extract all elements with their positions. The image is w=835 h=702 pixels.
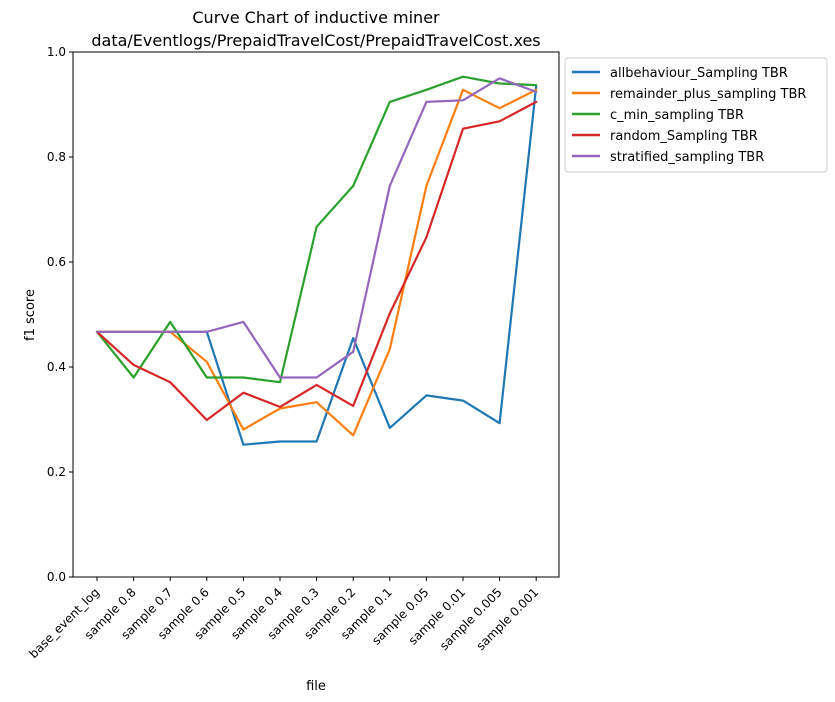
y-axis-ticks: 0.0 0.2 0.4 0.6 0.8 1.0 bbox=[47, 45, 73, 584]
series-line-3 bbox=[95, 100, 538, 422]
y-tick-label: 0.4 bbox=[47, 360, 66, 374]
legend-label: remainder_plus_sampling TBR bbox=[610, 87, 806, 102]
y-tick-label: 1.0 bbox=[47, 45, 66, 59]
legend-label: allbehaviour_Sampling TBR bbox=[610, 66, 788, 81]
y-tick-label: 0.6 bbox=[47, 255, 66, 269]
legend-frame bbox=[564, 57, 828, 173]
legend: allbehaviour_Sampling TBR remainder_plus_… bbox=[564, 57, 828, 173]
series-line-4 bbox=[95, 77, 538, 379]
series-layer bbox=[95, 75, 538, 446]
series-line-2 bbox=[95, 75, 538, 384]
chart-title-line-2: data/Eventlogs/PrepaidTravelCost/Prepaid… bbox=[91, 31, 540, 50]
series-line-1 bbox=[95, 88, 538, 437]
legend-label: stratified_sampling TBR bbox=[610, 150, 764, 165]
legend-label: c_min_sampling TBR bbox=[610, 108, 744, 123]
series-line-0 bbox=[95, 84, 538, 446]
chart-title-line-1: Curve Chart of inductive miner bbox=[192, 8, 440, 27]
y-tick-label: 0.0 bbox=[47, 570, 66, 584]
plot-area bbox=[72, 51, 560, 578]
y-axis-label: f1 score bbox=[23, 289, 38, 341]
legend-label: random_Sampling TBR bbox=[610, 129, 758, 144]
x-axis-label: file bbox=[306, 679, 326, 694]
y-tick-label: 0.2 bbox=[47, 465, 66, 479]
y-tick-label: 0.8 bbox=[47, 150, 66, 164]
